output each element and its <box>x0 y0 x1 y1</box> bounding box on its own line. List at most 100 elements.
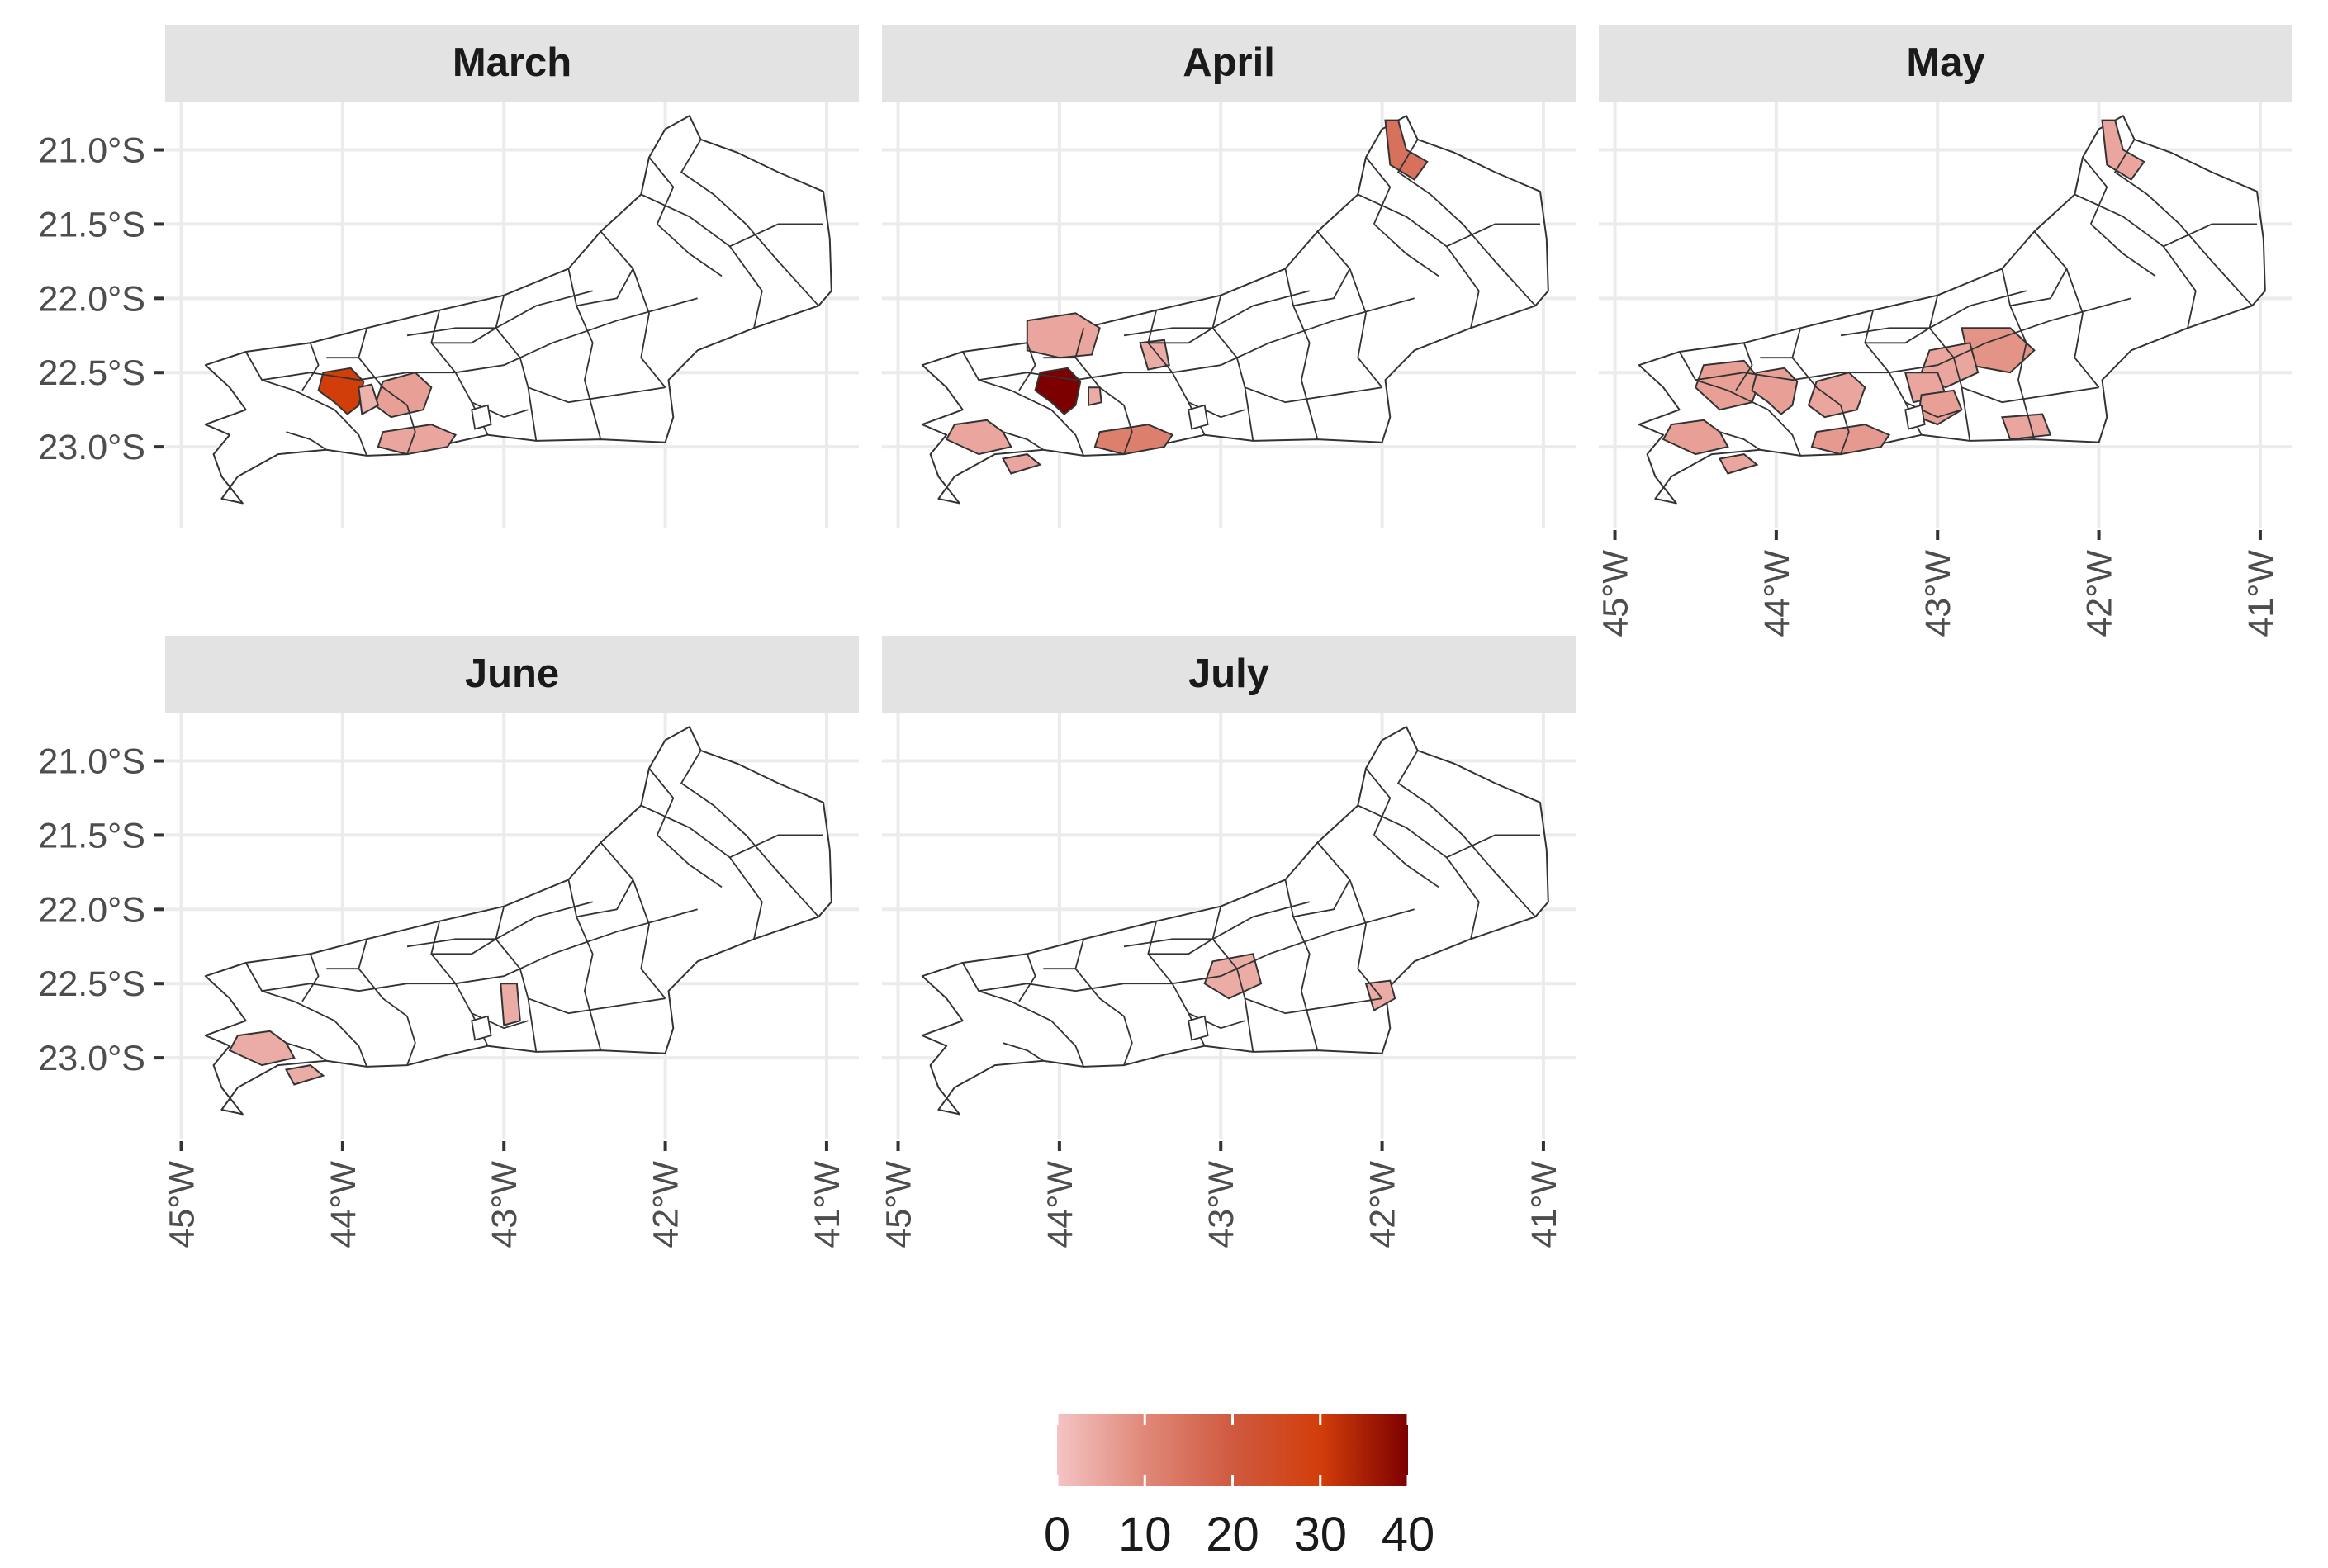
municipal-border <box>1365 767 1392 836</box>
legend-label: 40 <box>1382 1508 1435 1561</box>
state-outline <box>921 726 1549 1116</box>
municipal-border <box>1245 997 1382 1015</box>
municipal-border <box>1148 938 1213 955</box>
x-tick-label: 44°W <box>1757 550 1797 637</box>
municipal-border <box>1791 328 1850 455</box>
facet-strip <box>1599 25 2292 102</box>
municipal-border <box>1373 834 1439 888</box>
municipal-border <box>648 156 675 225</box>
y-tick-label: 22.0°S <box>38 279 145 319</box>
x-tick-label: 41°W <box>808 1161 847 1248</box>
municipal-border <box>1074 328 1133 455</box>
map-panel-may: May <box>1599 25 2292 528</box>
municipal-border <box>1446 834 1540 859</box>
municipal-border <box>657 223 723 277</box>
municipal-border <box>1678 351 1802 457</box>
municipality-coast-south <box>1093 424 1174 456</box>
x-tick-label: 42°W <box>2080 550 2120 637</box>
municipal-border <box>301 953 320 1002</box>
state-outline <box>1638 115 2266 505</box>
municipal-border <box>2113 139 2253 306</box>
guanabara-bay <box>471 1015 492 1041</box>
x-tick-label: 42°W <box>1363 1161 1403 1248</box>
map-panel-june: June <box>165 636 859 1139</box>
municipal-border <box>1719 431 1761 451</box>
municipality-ilha-grande <box>1718 453 1759 475</box>
state-outline <box>204 726 832 1116</box>
y-tick-label: 23.0°S <box>38 428 145 467</box>
facet-strip <box>165 636 859 713</box>
municipality-center-a <box>1203 953 1263 1000</box>
municipal-border <box>1018 953 1036 1002</box>
map-panel-july: July <box>882 636 1576 1139</box>
municipal-border <box>1292 268 1351 307</box>
municipal-border <box>1003 1042 1044 1062</box>
municipality-southwest-coast <box>1662 419 1729 456</box>
municipal-border <box>1284 879 1319 1051</box>
x-tick-label: 44°W <box>324 1161 363 1248</box>
municipal-border <box>286 1042 327 1062</box>
facet-strip <box>882 636 1576 713</box>
y-tick-label: 22.0°S <box>38 890 145 930</box>
municipal-border <box>1316 230 1383 388</box>
municipal-border <box>301 342 320 391</box>
municipal-border <box>1695 297 2131 381</box>
municipality-southwest-coast <box>945 419 1012 456</box>
municipal-border <box>600 841 666 999</box>
municipality-center-small <box>1139 339 1170 371</box>
x-tick-label: 41°W <box>2241 550 2281 637</box>
municipal-border <box>2163 223 2257 248</box>
facet-title: March <box>453 40 571 85</box>
municipal-border <box>576 879 634 918</box>
y-tick-label: 22.5°S <box>38 353 145 393</box>
state-outline <box>921 115 1549 505</box>
municipal-border <box>1316 841 1383 999</box>
municipal-border <box>431 938 496 955</box>
facet-title: May <box>1906 40 1984 85</box>
map-panels: March April May June July <box>165 25 2292 1139</box>
municipal-border <box>1148 327 1213 344</box>
municipal-border <box>979 297 1415 381</box>
municipal-border <box>567 879 602 1051</box>
facet-title: April <box>1183 40 1275 85</box>
municipality-ilha-grande <box>1001 453 1042 475</box>
municipal-border <box>358 939 416 1066</box>
municipal-border <box>1245 386 1382 404</box>
municipal-border <box>1018 342 1036 391</box>
municipal-border <box>1446 223 1540 248</box>
legend-label: 20 <box>1206 1508 1259 1561</box>
x-tick-label: 45°W <box>880 1161 919 1248</box>
municipality-ilha-grande <box>284 1064 325 1086</box>
municipal-border <box>2082 156 2108 225</box>
x-tick-label: 45°W <box>1596 550 1636 637</box>
y-tick-label: 21.5°S <box>38 816 145 855</box>
legend-colorbar <box>1057 1414 1408 1486</box>
municipal-border <box>2090 223 2156 277</box>
municipality-southwest-coast <box>228 1030 296 1067</box>
x-tick-label: 44°W <box>1041 1161 1080 1248</box>
municipal-border <box>657 834 723 888</box>
municipal-border <box>2001 268 2036 440</box>
municipal-border <box>729 834 823 859</box>
y-tick-label: 21.5°S <box>38 205 145 244</box>
municipality-metro-core-b <box>358 383 380 416</box>
facet-strip <box>882 25 1576 102</box>
guanabara-bay <box>471 404 492 430</box>
municipality-center-narrow <box>500 983 521 1026</box>
municipality-coast-south <box>1810 424 1891 456</box>
guanabara-bay <box>1188 1015 1209 1041</box>
y-tick-label: 21.0°S <box>38 742 145 782</box>
legend-label: 0 <box>1044 1508 1070 1561</box>
municipality-north-tip <box>1384 119 1429 181</box>
municipal-border <box>680 139 819 306</box>
municipal-border <box>961 962 1085 1068</box>
municipal-border <box>1003 431 1044 451</box>
municipal-border <box>2033 230 2100 388</box>
municipal-border <box>567 268 602 440</box>
municipal-border <box>961 351 1085 457</box>
y-tick-label: 22.5°S <box>38 964 145 1004</box>
municipal-border <box>1074 939 1133 1066</box>
x-tick-label: 43°W <box>1918 550 1958 637</box>
legend-label: 30 <box>1293 1508 1347 1561</box>
municipal-border <box>979 908 1415 992</box>
